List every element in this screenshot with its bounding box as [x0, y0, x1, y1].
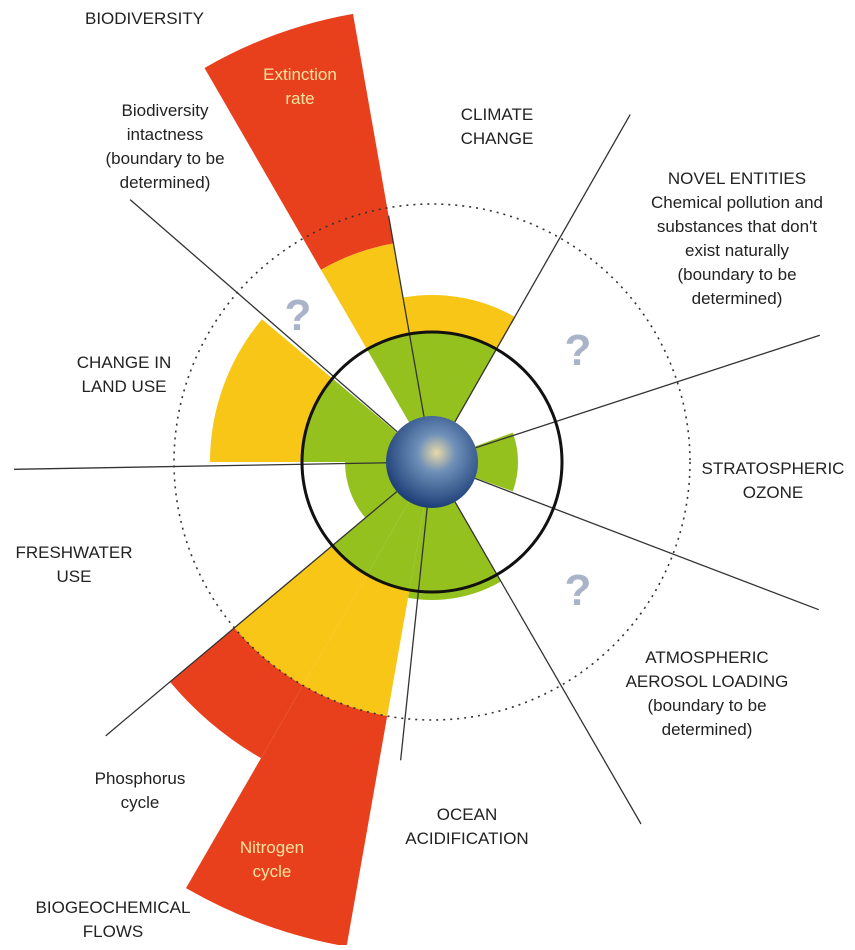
divider-line [387, 215, 425, 417]
label: CHANGE IN [77, 353, 171, 372]
label: ATMOSPHERIC [645, 648, 768, 667]
label: intactness [127, 125, 204, 144]
boundary-wedge [409, 332, 497, 428]
label: BIOGEOCHEMICAL [36, 898, 191, 917]
label: determined) [692, 289, 783, 308]
label: USE [57, 567, 92, 586]
label: cycle [121, 793, 160, 812]
label: FRESHWATER [15, 543, 132, 562]
label: FLOWS [83, 922, 143, 941]
divider-line [105, 491, 398, 737]
boundary-wedge [403, 295, 516, 350]
label: OZONE [743, 483, 803, 502]
earth [386, 416, 478, 508]
boundary-wedge [332, 487, 412, 575]
label: AEROSOL LOADING [626, 672, 789, 691]
boundary-wedge [204, 13, 394, 270]
boundary-wedge [303, 574, 410, 717]
boundary-wedge [302, 378, 402, 462]
boundary-wedge [408, 496, 501, 600]
label: CHANGE [461, 129, 534, 148]
label: Chemical pollution and [651, 193, 823, 212]
label: determined) [662, 720, 753, 739]
boundary-wedge [186, 685, 388, 947]
divider-line [474, 477, 819, 611]
label: ACIDIFICATION [405, 829, 528, 848]
label: (boundary to be [647, 696, 766, 715]
label: BIODIVERSITY [85, 9, 204, 28]
divider-line [399, 507, 428, 761]
divider-line [454, 114, 631, 423]
boundary-wedge [234, 545, 367, 686]
label: Extinction [263, 65, 337, 84]
boundary-wedge [170, 627, 303, 759]
label: ? [285, 291, 312, 340]
label: determined) [120, 173, 211, 192]
label: Nitrogen [240, 838, 304, 857]
label: substances that don't [657, 217, 817, 236]
divider-line [129, 199, 398, 433]
label: OCEAN [437, 805, 497, 824]
label: ? [565, 326, 592, 375]
label: LAND USE [81, 377, 166, 396]
label: Phosphorus [95, 769, 186, 788]
label: (boundary to be [105, 149, 224, 168]
boundary-wedge [321, 243, 410, 350]
boundary-wedge [345, 462, 402, 518]
label: ? [565, 566, 592, 615]
divider-line [454, 501, 642, 825]
label: cycle [253, 862, 292, 881]
label: exist naturally [685, 241, 789, 260]
boundary-wedge [367, 496, 426, 591]
label: CLIMATE [461, 105, 533, 124]
divider-line [475, 334, 821, 449]
boundary-wedge [469, 432, 518, 492]
boundary-wedge [367, 333, 426, 428]
boundary-wedge [210, 319, 333, 462]
label: NOVEL ENTITIES [668, 169, 806, 188]
label: rate [285, 89, 314, 108]
safe-circle [300, 330, 564, 594]
divider-line [14, 462, 387, 470]
boundary-circle [173, 203, 691, 721]
label: STRATOSPHERIC [702, 459, 845, 478]
label: (boundary to be [677, 265, 796, 284]
label: Biodiversity [122, 101, 209, 120]
